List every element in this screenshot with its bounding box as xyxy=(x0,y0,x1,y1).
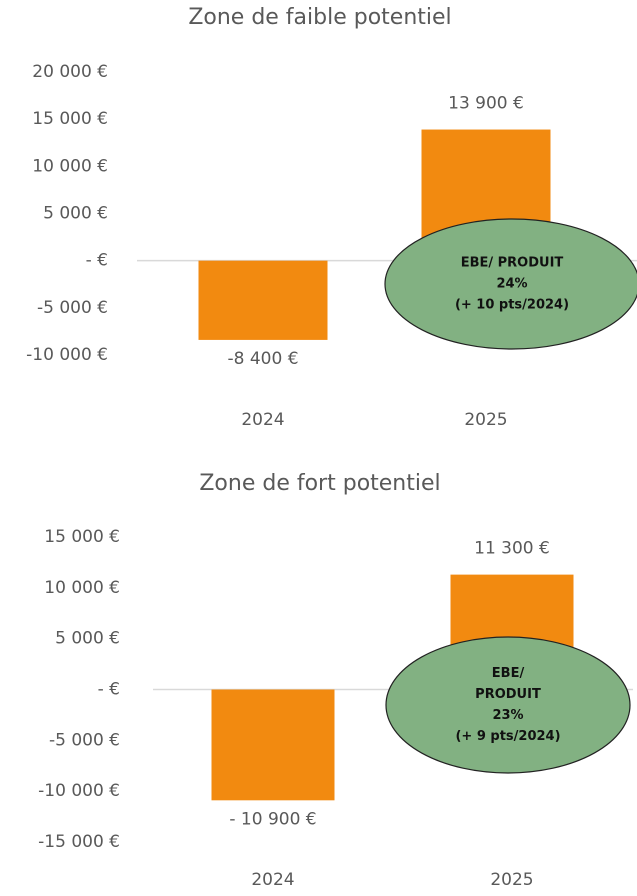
value-label: -8 400 € xyxy=(227,349,298,369)
x-tick-label: 2025 xyxy=(490,870,533,890)
y-tick-label: 5 000 € xyxy=(55,629,120,649)
y-tick-label: 15 000 € xyxy=(32,109,108,129)
value-label: 13 900 € xyxy=(448,94,524,114)
annotation-text: (+ 10 pts/2024) xyxy=(455,298,569,313)
y-tick-label: - € xyxy=(98,680,120,700)
annotation-text: EBE/ PRODUIT xyxy=(461,256,564,271)
bar xyxy=(211,689,335,801)
y-tick-label: 5 000 € xyxy=(43,204,108,224)
y-tick-label: -5 000 € xyxy=(37,298,108,318)
annotation-text: (+ 9 pts/2024) xyxy=(455,729,560,744)
bar xyxy=(198,260,328,340)
y-tick-label: -15 000 € xyxy=(38,832,120,852)
annotation-text: EBE/ xyxy=(492,666,525,681)
y-tick-label: 15 000 € xyxy=(44,527,120,547)
y-tick-label: -5 000 € xyxy=(49,730,120,750)
x-tick-label: 2025 xyxy=(464,410,507,430)
annotation-ellipse xyxy=(385,636,631,774)
y-tick-label: 10 000 € xyxy=(44,578,120,598)
annotation-text: 24% xyxy=(496,277,527,292)
y-tick-label: - € xyxy=(86,251,108,271)
annotation-text: 23% xyxy=(492,708,523,723)
x-tick-label: 2024 xyxy=(251,870,294,890)
y-tick-label: -10 000 € xyxy=(38,781,120,801)
y-tick-label: 20 000 € xyxy=(32,62,108,82)
annotation-text: PRODUIT xyxy=(475,687,541,702)
value-label: 11 300 € xyxy=(474,539,550,559)
chart-title: Zone de fort potentiel xyxy=(199,471,440,496)
chart-title: Zone de faible potentiel xyxy=(188,5,451,30)
x-tick-label: 2024 xyxy=(241,410,284,430)
value-label: - 10 900 € xyxy=(229,809,316,829)
y-tick-label: 10 000 € xyxy=(32,156,108,176)
annotation-ellipse xyxy=(384,218,637,350)
y-tick-label: -10 000 € xyxy=(26,345,108,365)
